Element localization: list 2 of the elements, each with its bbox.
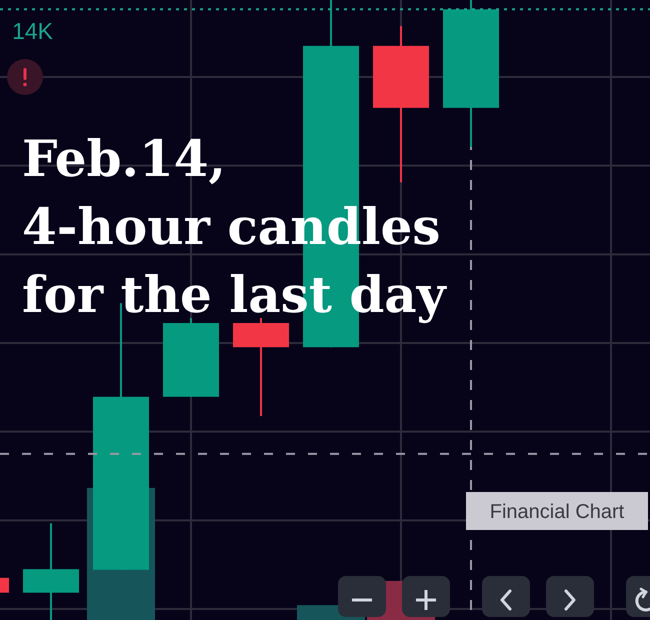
annotation: 14K <box>12 18 54 44</box>
annotation: Financial Chart <box>490 501 625 523</box>
